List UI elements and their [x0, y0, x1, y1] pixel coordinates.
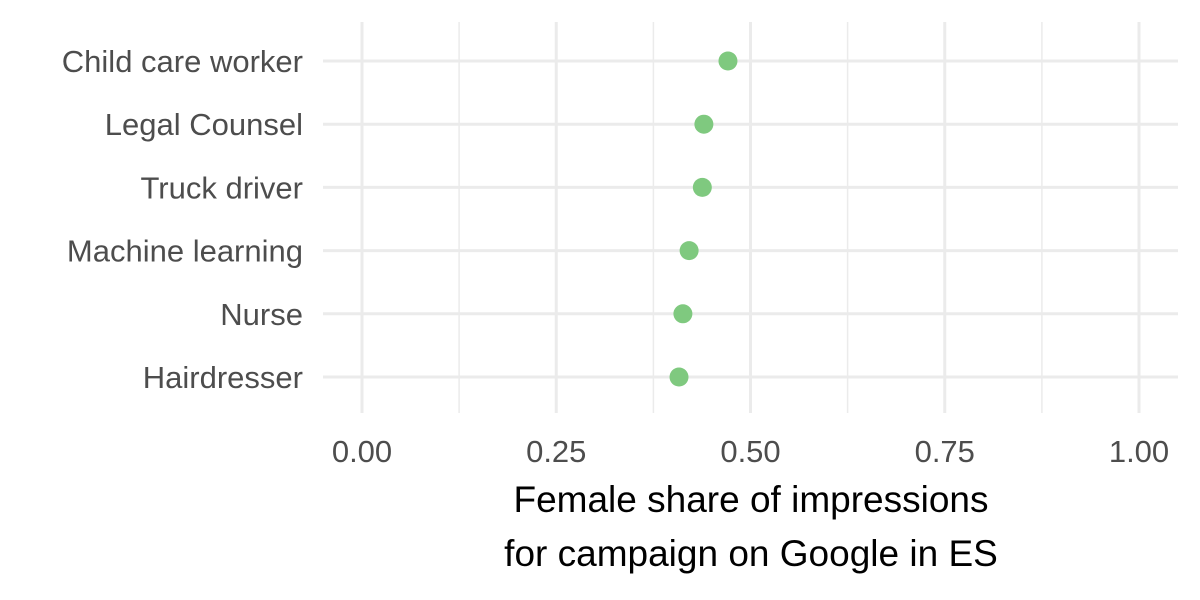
- x-axis-title-line-1: Female share of impressions: [513, 479, 988, 520]
- points-layer: [669, 51, 738, 387]
- y-axis-tick-labels: Hairdresser Nurse Machine learning Truck dr…: [62, 44, 303, 395]
- x-tick-label: 0.50: [720, 434, 780, 469]
- y-tick-label: Machine learning: [67, 234, 303, 269]
- data-point: [673, 304, 693, 324]
- data-point: [692, 177, 712, 197]
- y-tick-label: Nurse: [220, 297, 303, 332]
- data-point: [669, 367, 689, 387]
- y-tick-label: Legal Counsel: [105, 107, 303, 142]
- x-tick-label: 1.00: [1109, 434, 1169, 469]
- y-tick-label: Child care worker: [62, 44, 303, 79]
- x-axis-tick-labels: 0.00 0.25 0.50 0.75 1.00: [332, 434, 1169, 469]
- x-tick-label: 0.75: [915, 434, 975, 469]
- grid-layer: [323, 22, 1178, 413]
- x-tick-label: 0.00: [332, 434, 392, 469]
- x-axis-title-line-2: for campaign on Google in ES: [504, 533, 998, 574]
- y-tick-label: Truck driver: [141, 170, 303, 205]
- data-point: [718, 51, 738, 71]
- y-tick-label: Hairdresser: [143, 360, 303, 395]
- x-tick-label: 0.25: [526, 434, 586, 469]
- data-point: [679, 241, 699, 261]
- data-point: [694, 114, 714, 134]
